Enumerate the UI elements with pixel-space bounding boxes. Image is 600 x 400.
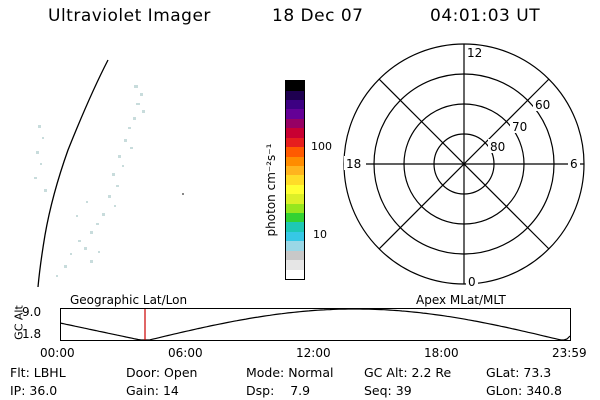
aurora-speckle — [34, 85, 145, 277]
info-flt: Flt: LBHL — [10, 365, 66, 380]
x-tick-0: 00:00 — [40, 346, 75, 360]
lat-label-80: 80 — [490, 140, 505, 154]
colorbar-swatch — [286, 81, 304, 91]
colorbar-swatch — [286, 213, 304, 223]
colorbar-swatch — [286, 165, 304, 176]
y-tick-bottom: 1.8 — [22, 327, 42, 341]
y-tick-top: 9.0 — [22, 305, 42, 319]
apex-mlat-mlt-title: Apex MLat/MLT — [416, 293, 506, 307]
info-glon: GLon: 340.8 — [486, 383, 562, 398]
timeline-frame — [60, 308, 571, 341]
info-ip: IP: 36.0 — [10, 383, 58, 398]
colorbar-tick-10: 10 — [313, 228, 327, 241]
colorbar-swatch — [286, 156, 304, 166]
info-glat: GLat: 73.3 — [486, 365, 552, 380]
colorbar-swatch — [286, 147, 304, 157]
speckle-dot — [182, 193, 184, 195]
info-door: Door: Open — [126, 365, 198, 380]
info-gc-alt: GC Alt: 2.2 Re — [364, 365, 452, 380]
colorbar-swatch — [286, 250, 304, 261]
colorbar-swatch — [286, 118, 304, 129]
gc-alt-curve — [60, 308, 571, 341]
colorbar-swatch — [286, 241, 304, 251]
info-seq: Seq: 39 — [364, 383, 412, 398]
colorbar-swatch — [286, 175, 304, 185]
colorbar-swatch — [286, 128, 304, 138]
mlt-label-0: 0 — [468, 275, 476, 289]
image-time: 04:01:03 UT — [430, 6, 541, 26]
colorbar-swatch — [286, 222, 304, 232]
colorbar-swatch — [286, 260, 304, 270]
info-mode: Mode: Normal — [246, 365, 334, 380]
colorbar-swatch — [286, 269, 304, 279]
colorbar-swatch — [286, 137, 304, 148]
x-tick-4: 23:59 — [552, 346, 587, 360]
colorbar-swatch — [286, 194, 304, 204]
info-dsp: Dsp: 7.9 — [246, 383, 311, 398]
colorbar-swatch — [286, 203, 304, 214]
lat-label-70: 70 — [512, 120, 527, 134]
polar-grid: 12 18 6 0 60 70 80 — [343, 43, 585, 289]
x-tick-3: 18:00 — [424, 346, 459, 360]
limb-curve — [37, 59, 109, 288]
geographic-image-panel — [34, 59, 184, 288]
mlt-label-18: 18 — [346, 157, 361, 171]
geographic-latlon-title: Geographic Lat/Lon — [70, 293, 188, 307]
instrument-title: Ultraviolet Imager — [48, 6, 211, 26]
x-tick-2: 12:00 — [296, 346, 331, 360]
colorbar-swatch — [286, 184, 304, 195]
colorbar-swatch — [286, 90, 304, 100]
lat-label-60: 60 — [535, 98, 550, 112]
image-date: 18 Dec 07 — [272, 6, 364, 26]
colorbar-swatch — [286, 109, 304, 119]
info-gain: Gain: 14 — [126, 383, 179, 398]
x-tick-1: 06:00 — [168, 346, 203, 360]
orbit-timeline — [60, 308, 571, 341]
mlt-label-12: 12 — [467, 46, 482, 60]
colorbar-swatch — [286, 99, 304, 110]
mlt-label-6: 6 — [570, 157, 578, 171]
polar-diagonal-2 — [378, 78, 550, 250]
colorbar-unit-label: photon cm⁻²s⁻¹ — [264, 143, 278, 237]
colorbar — [285, 80, 305, 280]
colorbar-tick-100: 100 — [311, 140, 332, 153]
colorbar-swatch — [286, 231, 304, 242]
